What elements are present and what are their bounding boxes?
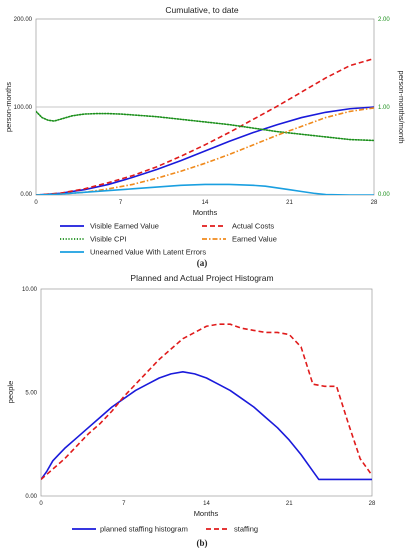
chart-a-x-tick: 21 [286, 200, 293, 206]
chart-b-y-label: people [6, 381, 15, 404]
chart-a-y2-label: person-months/month [397, 71, 405, 144]
chart-b-x-tick: 14 [203, 501, 210, 507]
legend-label: Actual Costs [232, 222, 274, 231]
chart-a-x-tick: 0 [34, 200, 38, 206]
legend-label: Unearned Value With Latent Errors [90, 248, 206, 257]
series-line-visible-cpi [36, 110, 374, 142]
legend-label: Visible CPI [90, 235, 127, 244]
chart-b-x-tick: 28 [369, 501, 376, 507]
panel-b-caption: (b) [197, 538, 208, 548]
chart-a-y-tick: 0.00 [20, 192, 32, 198]
chart-a-y-tick: 200.00 [14, 17, 33, 23]
series-line-unearned-value-with-latent-errors [36, 183, 374, 195]
series-line-visible-earned-value [36, 106, 374, 195]
chart-b-plot-frame [40, 288, 373, 497]
chart-a-title: Cumulative, to date [165, 5, 239, 15]
chart-a-x-tick: 28 [371, 200, 378, 206]
legend-label: staffing [234, 525, 258, 534]
chart-a-y-tick: 100.00 [14, 105, 33, 111]
chart-b-y-tick: 10.00 [22, 287, 38, 293]
chart-a-x-label: Months [193, 208, 218, 217]
chart-b: Planned and Actual Project Histogram 10.… [6, 273, 376, 548]
chart-a-series-group [36, 57, 374, 195]
chart-b-series-group [41, 323, 372, 481]
chart-a-y-label: person-months [4, 82, 13, 132]
legend-label: planned staffing histogram [100, 525, 188, 534]
series-line-planned-staffing-histogram [41, 370, 372, 481]
series-line-actual-costs [36, 57, 374, 195]
chart-a-legend: Visible Earned Value Actual Costs Visibl… [60, 222, 277, 257]
series-line-staffing [41, 323, 372, 481]
chart-a-y2-tick: 1.00 [378, 105, 390, 111]
chart-b-x-tick: 0 [39, 501, 43, 507]
chart-b-y-tick: 0.00 [25, 494, 37, 500]
chart-a: Cumulative, to date 200.00 100.00 0.00 2… [4, 5, 405, 268]
legend-label: Earned Value [232, 235, 277, 244]
panel-a-caption: (a) [197, 258, 208, 268]
chart-a-y2-tick: 2.00 [378, 17, 390, 23]
chart-b-legend: planned staffing histogram staffing [72, 525, 258, 534]
chart-b-y-tick: 5.00 [25, 391, 37, 397]
chart-b-x-label: Months [194, 509, 219, 518]
chart-a-x-tick: 14 [202, 200, 209, 206]
chart-a-y2-tick: 0.00 [378, 192, 390, 198]
chart-a-x-tick: 7 [119, 200, 123, 206]
chart-b-x-tick: 21 [286, 501, 293, 507]
legend-label: Visible Earned Value [90, 222, 159, 231]
chart-b-x-tick: 7 [122, 501, 126, 507]
chart-b-title: Planned and Actual Project Histogram [130, 273, 273, 283]
